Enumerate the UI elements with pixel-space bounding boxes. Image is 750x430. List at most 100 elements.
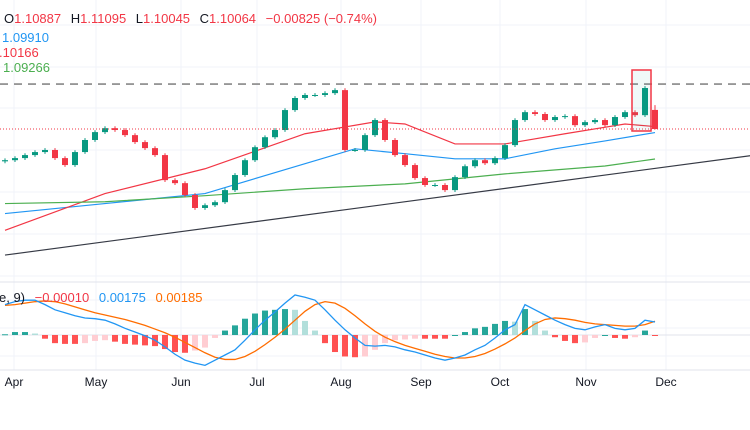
candle bbox=[522, 110, 528, 122]
high-value: 1.11095 bbox=[80, 11, 127, 26]
candle-body bbox=[342, 90, 348, 150]
macd-histogram-bar bbox=[2, 334, 8, 336]
ohlc-legend: O1.10887 H1.11095 L1.10045 C1.10064 −0.0… bbox=[4, 11, 383, 26]
candle-body bbox=[232, 175, 238, 191]
candle-body bbox=[512, 120, 518, 146]
candle bbox=[582, 120, 588, 128]
candle-body bbox=[152, 148, 158, 156]
candle-body bbox=[262, 137, 268, 148]
candle-body bbox=[52, 149, 58, 159]
candle-body bbox=[32, 152, 38, 156]
candle bbox=[302, 93, 308, 100]
macd-histogram-bar bbox=[632, 335, 638, 338]
change-value: −0.00825 (−0.74%) bbox=[265, 11, 377, 26]
candle bbox=[372, 118, 378, 137]
month-label: Dec bbox=[655, 375, 677, 389]
candle bbox=[462, 164, 468, 179]
candle-body bbox=[552, 117, 558, 121]
candle-body bbox=[542, 114, 548, 121]
month-label: May bbox=[84, 375, 108, 389]
month-label: Nov bbox=[575, 375, 597, 389]
candle-body bbox=[192, 194, 198, 208]
macd-histogram-bar bbox=[512, 321, 518, 335]
macd-histogram-bar bbox=[202, 335, 208, 348]
candle-body bbox=[362, 135, 368, 150]
macd-histogram-bar bbox=[72, 335, 78, 344]
candle-body bbox=[642, 88, 648, 116]
candle-body bbox=[352, 149, 358, 151]
candle-body bbox=[22, 155, 28, 159]
macd-histogram-bar bbox=[452, 335, 458, 336]
macd-histogram-bar bbox=[422, 335, 428, 339]
candle-body bbox=[652, 109, 658, 129]
macd-histogram-bar bbox=[432, 335, 438, 339]
candle-body bbox=[502, 145, 508, 159]
candle-body bbox=[12, 158, 18, 161]
macd-histogram-bar bbox=[332, 335, 338, 353]
month-label: Jun bbox=[171, 375, 191, 389]
macd-histogram-bar bbox=[352, 335, 358, 358]
candle bbox=[142, 140, 148, 150]
candle-body bbox=[582, 122, 588, 126]
month-label: Sep bbox=[410, 375, 432, 389]
macd-histogram-bar bbox=[592, 335, 598, 338]
candle-body bbox=[172, 180, 178, 184]
macd-histogram-bar bbox=[652, 335, 658, 336]
candle-body bbox=[82, 139, 88, 153]
candle bbox=[102, 126, 108, 134]
macd-histogram-bar bbox=[342, 335, 348, 357]
candle bbox=[62, 156, 68, 167]
macd-histogram-bar bbox=[232, 325, 238, 335]
macd-histogram-bar bbox=[492, 323, 498, 335]
candle bbox=[382, 118, 388, 142]
macd-histogram-bar bbox=[82, 335, 88, 344]
candle-body bbox=[322, 93, 328, 95]
trendline bbox=[4, 155, 750, 256]
candle bbox=[602, 118, 608, 128]
candle bbox=[2, 158, 8, 164]
candle-body bbox=[452, 177, 458, 191]
macd-histogram-bar bbox=[402, 335, 408, 340]
candle-body bbox=[402, 155, 408, 166]
candle-body bbox=[422, 178, 428, 186]
macd-histogram-bar bbox=[192, 335, 198, 351]
month-label: Aug bbox=[330, 375, 352, 389]
candle bbox=[502, 143, 508, 160]
candle-body bbox=[492, 158, 498, 164]
candle-body bbox=[42, 149, 48, 153]
candle bbox=[312, 93, 318, 97]
candle-body bbox=[132, 135, 138, 143]
candle-body bbox=[472, 160, 478, 167]
macd-histogram-bar bbox=[252, 313, 258, 335]
open-label: O bbox=[4, 11, 15, 26]
candle bbox=[362, 133, 368, 152]
candle-body bbox=[532, 112, 538, 115]
close-value: 1.10064 bbox=[209, 11, 257, 26]
month-label: Jul bbox=[249, 375, 265, 389]
macd-line bbox=[4, 294, 656, 367]
candle bbox=[482, 158, 488, 166]
macd-histogram-bar bbox=[12, 332, 18, 335]
candle bbox=[282, 108, 288, 132]
candle-body bbox=[162, 155, 168, 181]
macd-histogram-bar bbox=[482, 326, 488, 335]
low-value: 1.10045 bbox=[143, 11, 191, 26]
candle-body bbox=[212, 202, 218, 206]
macd-value: 0.00175 bbox=[98, 290, 146, 305]
candle bbox=[172, 178, 178, 186]
candle bbox=[622, 110, 628, 119]
macd-histogram-bar bbox=[102, 335, 108, 341]
candle bbox=[242, 158, 248, 177]
macd-histogram-bar bbox=[222, 330, 228, 335]
candle-body bbox=[392, 139, 398, 156]
candle-body bbox=[202, 205, 208, 208]
candle bbox=[252, 145, 258, 163]
candle bbox=[562, 114, 568, 119]
candle-body bbox=[222, 190, 228, 203]
macd-histogram-bar bbox=[322, 335, 328, 344]
macd-histogram-bar bbox=[522, 309, 528, 335]
low-label: L bbox=[135, 11, 144, 26]
macd-histogram-bar bbox=[562, 335, 568, 341]
macd-histogram-bar bbox=[462, 332, 468, 335]
